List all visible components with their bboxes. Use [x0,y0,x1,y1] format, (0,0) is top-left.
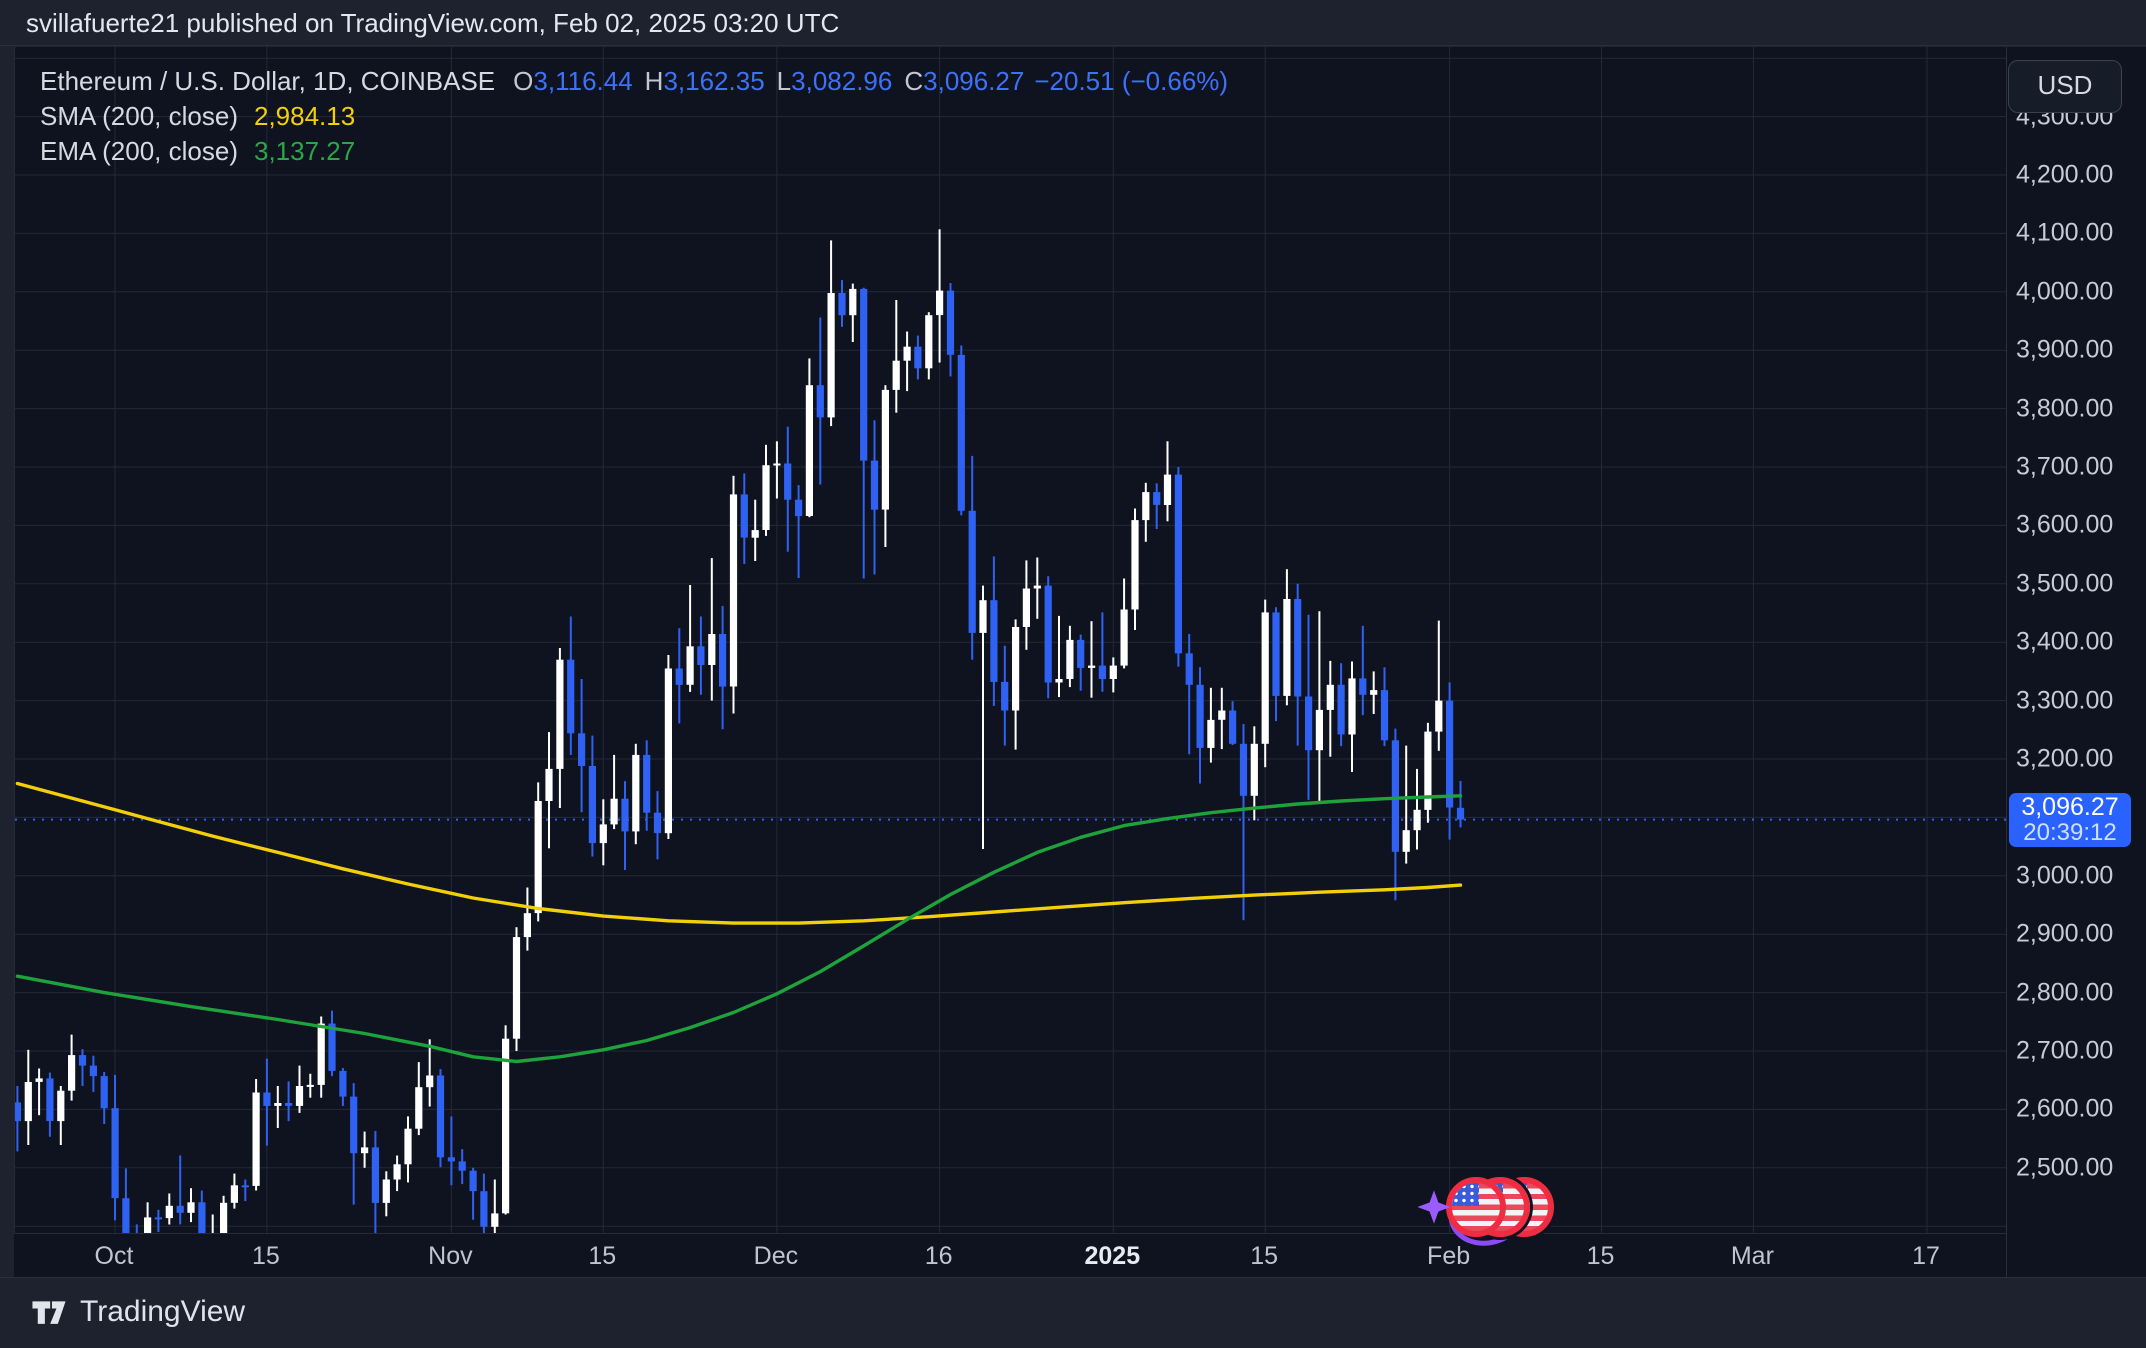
bar-countdown: 20:39:12 [2023,819,2117,847]
last-price-value: 3,096.27 [2021,793,2119,822]
publish-info-text: svillafuerte21 published on TradingView.… [26,8,840,38]
sma-line [15,781,1463,925]
sma-value: 2,984.13 [253,101,356,131]
price-tick-label: 2,700.00 [2016,1036,2114,1065]
legend-symbol-row[interactable]: Ethereum / U.S. Dollar, 1D, COINBASE O3,1… [40,64,1228,99]
axis-divider [0,1277,2146,1278]
time-tick-label: 15 [1586,1242,1615,1270]
time-axis[interactable]: Oct 15 Nov 15 Dec 16 2025 15 Feb 15 Mar 17 [14,1233,2006,1278]
low-value: 3,082.96 [791,66,893,96]
time-tick-label: Dec [753,1242,799,1270]
high-label: H [644,66,664,96]
time-tick-label: 15 [588,1242,617,1270]
candles-layer [15,229,1465,1233]
price-tick-label: 3,000.00 [2016,861,2114,890]
price-tick-label: 3,900.00 [2016,335,2114,364]
time-tick-label: 15 [1250,1242,1279,1270]
price-tick-label: 4,000.00 [2016,277,2114,306]
time-tick-label: 17 [1912,1242,1940,1270]
price-axis[interactable]: USD 3,096.27 20:39:12 4,300.00 4,200.00 4,… [2006,47,2146,1277]
price-tick-label: 3,300.00 [2016,686,2114,715]
grid-layer [15,47,2007,1233]
sparkle-icon [1417,1190,1451,1224]
ema-label: EMA (200, close) [40,136,238,166]
tradingview-brand-link[interactable]: TradingView [30,1295,245,1329]
price-tick-label: 2,600.00 [2016,1094,2114,1123]
legend-ema-row[interactable]: EMA (200, close) 3,137.27 [40,134,1228,169]
price-tick-label: 2,900.00 [2016,919,2114,948]
time-tick-label: Feb [1427,1242,1471,1270]
low-label: L [776,66,792,96]
change-value: −20.51 (−0.66%) [1034,66,1229,96]
close-value: 3,096.27 [923,66,1025,96]
price-tick-label: 3,200.00 [2016,744,2114,773]
candlestick-chart[interactable] [15,47,2007,1233]
publish-info-bar: svillafuerte21 published on TradingView.… [0,0,2146,46]
sma-label: SMA (200, close) [40,101,238,131]
currency-toggle-button[interactable]: USD [2008,60,2122,113]
close-label: C [904,66,924,96]
flag-icons-group [1446,1177,1554,1237]
price-tick-label: 3,400.00 [2016,627,2114,656]
time-tick-label: 16 [924,1242,953,1270]
last-price-label: 3,096.27 20:39:12 [2009,792,2131,847]
price-tick-label: 4,200.00 [2016,160,2114,189]
price-tick-label: 3,700.00 [2016,452,2114,481]
time-tick-label: Nov [428,1242,473,1270]
ema-line [15,794,1463,1064]
price-tick-label: 2,500.00 [2016,1153,2114,1182]
price-tick-label: 3,600.00 [2016,510,2114,539]
high-value: 3,162.35 [663,66,765,96]
time-tick-label: Oct [94,1242,134,1270]
time-tick-label: 2025 [1084,1242,1141,1270]
time-tick-label: 15 [251,1242,280,1270]
price-tick-label: 3,800.00 [2016,394,2114,423]
symbol-title: Ethereum / U.S. Dollar, 1D, COINBASE [40,66,496,96]
open-label: O [513,66,534,96]
price-tick-label: 2,800.00 [2016,978,2114,1007]
tradingview-logo-icon [32,1301,66,1324]
us-flag-icon [1446,1177,1506,1237]
price-tick-label: 3,500.00 [2016,569,2114,598]
ema-value: 3,137.27 [253,136,356,166]
tradingview-brand-name: TradingView [80,1295,246,1328]
chart-plot-area[interactable] [14,47,2007,1233]
us-flags-sticker[interactable] [1414,1168,1554,1256]
legend-sma-row[interactable]: SMA (200, close) 2,984.13 [40,99,1228,134]
price-tick-label: 4,100.00 [2016,218,2114,247]
time-tick-label: Mar [1730,1242,1774,1270]
chart-legend: Ethereum / U.S. Dollar, 1D, COINBASE O3,1… [40,64,1228,169]
footer-bar: TradingView [0,1278,2146,1348]
open-value: 3,116.44 [533,66,633,96]
